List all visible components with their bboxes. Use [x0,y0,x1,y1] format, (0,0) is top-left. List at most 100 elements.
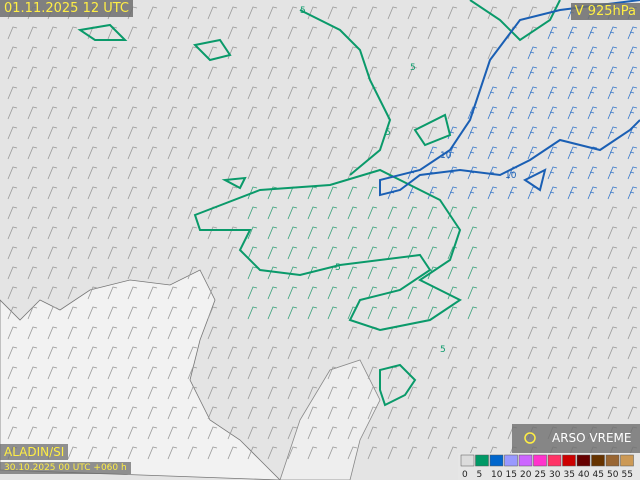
wind-barb [287,326,298,340]
wind-barb [287,366,298,380]
legend-swatch [605,454,620,467]
wind-barb [427,266,438,280]
wind-barb [607,66,618,80]
wind-barb [287,126,298,140]
wind-barb [447,406,458,420]
wind-barb [107,46,118,60]
wind-barb [427,86,438,100]
wind-barb [527,166,538,180]
wind-barb [547,386,558,400]
wind-barb [527,26,538,40]
wind-barb [527,6,538,20]
wind-barb [287,406,298,420]
wind-barb [367,346,378,360]
wind-barb [567,326,578,340]
wind-barb [127,26,138,40]
wind-barb [107,406,118,420]
wind-barb [107,186,118,200]
wind-barb [87,226,98,240]
wind-barb [307,146,318,160]
wind-barb [427,386,438,400]
wind-barb [47,266,58,280]
wind-barb [207,166,218,180]
wind-barb [107,226,118,240]
wind-barb [567,406,578,420]
wind-barb [87,266,98,280]
wind-barb [407,86,418,100]
legend-swatch [620,454,634,467]
wind-barb [327,286,338,300]
wind-barb [607,266,618,280]
wind-barb [587,226,598,240]
wind-barb [427,226,438,240]
wind-barb [67,26,78,40]
wind-barb [507,366,518,380]
wind-barb [427,146,438,160]
wind-barb [167,66,178,80]
wind-barb [207,406,218,420]
wind-barb [267,66,278,80]
wind-barb [107,206,118,220]
wind-barb [47,186,58,200]
wind-barb [467,386,478,400]
wind-barb [547,246,558,260]
wind-barb [227,286,238,300]
wind-barb [7,406,18,420]
wind-barb [227,6,238,20]
wind-barb [227,246,238,260]
wind-barb [487,246,498,260]
contour-label: 5 [385,128,391,138]
wind-barb [347,86,358,100]
wind-barb [467,226,478,240]
wind-barb [47,206,58,220]
wind-barb [467,126,478,140]
wind-barb [187,6,198,20]
wind-barb [607,46,618,60]
wind-barb [307,126,318,140]
wind-barb [627,166,638,180]
wind-barb [607,26,618,40]
wind-barb [247,366,258,380]
wind-barb [487,86,498,100]
wind-barb [227,86,238,100]
wind-barb [147,146,158,160]
wind-barb [567,66,578,80]
wind-barb [247,266,258,280]
wind-barb [87,186,98,200]
wind-barb [387,246,398,260]
wind-barb [287,146,298,160]
wind-barb [587,266,598,280]
wind-barb [447,6,458,20]
wind-barb [607,326,618,340]
legend-swatch [460,454,475,467]
wind-barb [327,326,338,340]
wind-barb [467,366,478,380]
wind-barb [287,66,298,80]
wind-barb [207,226,218,240]
wind-barb [207,26,218,40]
wind-barb [127,306,138,320]
wind-barb [47,326,58,340]
wind-barb [567,106,578,120]
wind-barb [607,346,618,360]
contour-label: 5 [440,345,446,355]
wind-barb [547,226,558,240]
wind-barb [547,126,558,140]
wind-barb [487,346,498,360]
wind-barb [227,306,238,320]
wind-barb [87,286,98,300]
legend-label: 10 [491,470,503,480]
wind-barb [87,166,98,180]
wind-barb [167,146,178,160]
wind-barb [607,86,618,100]
wind-barb [527,86,538,100]
contour-5 [469,0,561,42]
wind-barb [67,306,78,320]
wind-barb [267,306,278,320]
wind-barb [527,366,538,380]
wind-barb [267,206,278,220]
legend-label: 0 [462,470,468,480]
legend-label: 5 [477,470,483,480]
wind-barb [427,66,438,80]
wind-barb [107,366,118,380]
